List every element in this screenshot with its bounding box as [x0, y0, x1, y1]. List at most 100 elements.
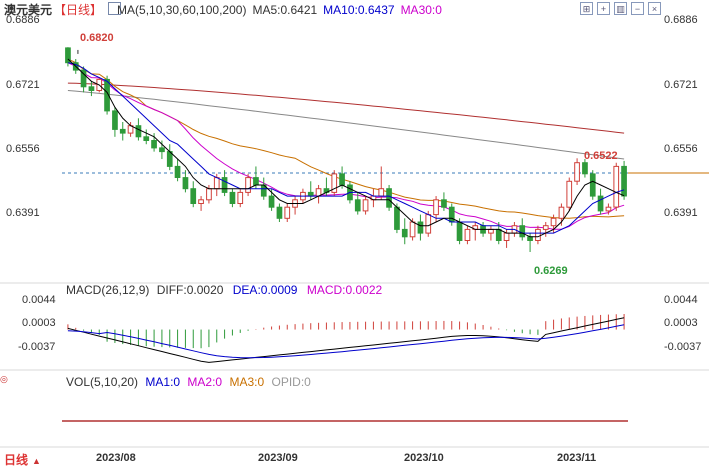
vol-ma2: MA2:0: [187, 375, 223, 389]
candle: [190, 188, 197, 204]
candle: [104, 78, 110, 112]
candle: [542, 225, 549, 230]
instrument-name: 澳元美元: [4, 3, 53, 17]
vol-ma1: MA1:0: [145, 375, 181, 389]
price-label-left-3: 0.6556: [6, 143, 40, 155]
candle: [597, 195, 604, 212]
left-edge-marker: ◎: [0, 374, 8, 384]
ma-toggle-icon[interactable]: [108, 2, 122, 15]
macd-diff-line: [67, 317, 625, 363]
macd-label-left-3: -0.0037: [18, 341, 56, 353]
price-label-right-3: 0.6556: [664, 143, 698, 155]
price-label-right-2: 0.6721: [664, 79, 698, 91]
candle: [143, 136, 150, 142]
candle: [339, 173, 345, 186]
close-icon[interactable]: ×: [648, 2, 661, 15]
candle: [206, 188, 212, 201]
ma5-value: MA5:0.6421: [252, 3, 318, 17]
price-label-left-2: 0.6721: [6, 79, 40, 91]
candle: [589, 173, 596, 197]
candle: [456, 221, 463, 241]
price-label-right-4: 0.6391: [664, 207, 698, 219]
candle: [237, 191, 244, 204]
date-label-2: 2023/09: [258, 452, 298, 464]
candle: [112, 110, 118, 130]
candle: [119, 128, 126, 134]
candle: [80, 69, 87, 88]
price-label-right-1: 0.6886: [664, 14, 698, 26]
grid-icon[interactable]: ⊞: [580, 2, 593, 15]
ma5-line: [67, 58, 625, 238]
candle: [558, 206, 565, 219]
date-label-1: 2023/08: [96, 452, 136, 464]
candle: [566, 180, 573, 208]
candle: [448, 206, 455, 223]
ma200-line: [67, 82, 625, 134]
candle: [253, 177, 259, 186]
candle: [354, 199, 361, 212]
macd-label-left-2: 0.0003: [22, 317, 56, 329]
candle: [433, 199, 439, 216]
period-tab-label: 日线: [4, 453, 29, 467]
candle: [182, 177, 189, 190]
macd-title: MACD(26,12,9): [66, 283, 150, 297]
candle: [488, 228, 494, 234]
candle: [495, 228, 502, 241]
candle: [550, 217, 557, 227]
candle: [362, 199, 369, 212]
candle: [378, 188, 385, 197]
plus-icon[interactable]: +: [597, 2, 610, 15]
period-label[interactable]: 【日线】: [54, 3, 103, 17]
candle: [135, 125, 142, 138]
date-label-3: 2023/10: [404, 452, 444, 464]
price-label-left-4: 0.6391: [6, 207, 40, 219]
macd-diff: DIFF:0.0020: [156, 283, 224, 297]
ma30-value: MA30:0: [400, 3, 442, 17]
candle: [284, 206, 291, 219]
toolbar: ⊞ + ▥ − ×: [576, 2, 661, 15]
candle: [213, 177, 220, 190]
tab-arrow-icon: ▲: [32, 456, 41, 466]
high-annotation: 0.6820: [80, 32, 114, 44]
macd-dea-line: [67, 324, 625, 359]
vol-opid: OPID:0: [271, 375, 311, 389]
candle: [503, 232, 510, 242]
macd-dea: DEA:0.0009: [232, 283, 298, 297]
candle: [621, 165, 627, 197]
macd-label-right-1: 0.0044: [664, 294, 698, 306]
macd-label-left-1: 0.0044: [22, 294, 56, 306]
candle: [527, 236, 533, 242]
candle: [198, 199, 204, 205]
candle: [401, 228, 408, 238]
candle: [464, 228, 471, 241]
candle: [151, 140, 157, 149]
candle: [394, 206, 400, 230]
candle: [535, 228, 541, 241]
bars-icon[interactable]: ▥: [614, 2, 627, 15]
vol-ma3: MA3:0: [229, 375, 265, 389]
candle: [174, 165, 181, 178]
date-label-4: 2023/11: [557, 452, 597, 464]
period-tab[interactable]: 日线 ▲: [0, 452, 48, 469]
candle: [229, 191, 236, 204]
candle: [582, 162, 588, 175]
ma10-value: MA10:0.6437: [323, 3, 395, 17]
candle: [441, 199, 447, 208]
candle: [331, 173, 338, 193]
macd-label-right-2: 0.0003: [664, 317, 698, 329]
ma-legend: MA(5,10,30,60,100,200): [117, 3, 247, 17]
vol-title-row: VOL(5,10,20) MA1:0 MA2:0 MA3:0 OPID:0: [66, 375, 311, 389]
candle: [386, 188, 392, 208]
recent-high-annotation: 0.6522: [584, 150, 618, 162]
candle: [88, 86, 95, 92]
ma100-line: [67, 90, 625, 160]
minus-icon[interactable]: −: [631, 2, 644, 15]
candle: [519, 225, 526, 238]
low-annotation: 0.6269: [534, 265, 568, 277]
candle: [307, 191, 314, 197]
candle: [613, 165, 620, 208]
macd-title-row: MACD(26,12,9) DIFF:0.0020 DEA:0.0009 MAC…: [66, 283, 382, 297]
candle: [159, 147, 165, 153]
chart-header: 澳元美元 【日线】 MA(5,10,30,60,100,200) MA5:0.6421…: [0, 0, 709, 20]
